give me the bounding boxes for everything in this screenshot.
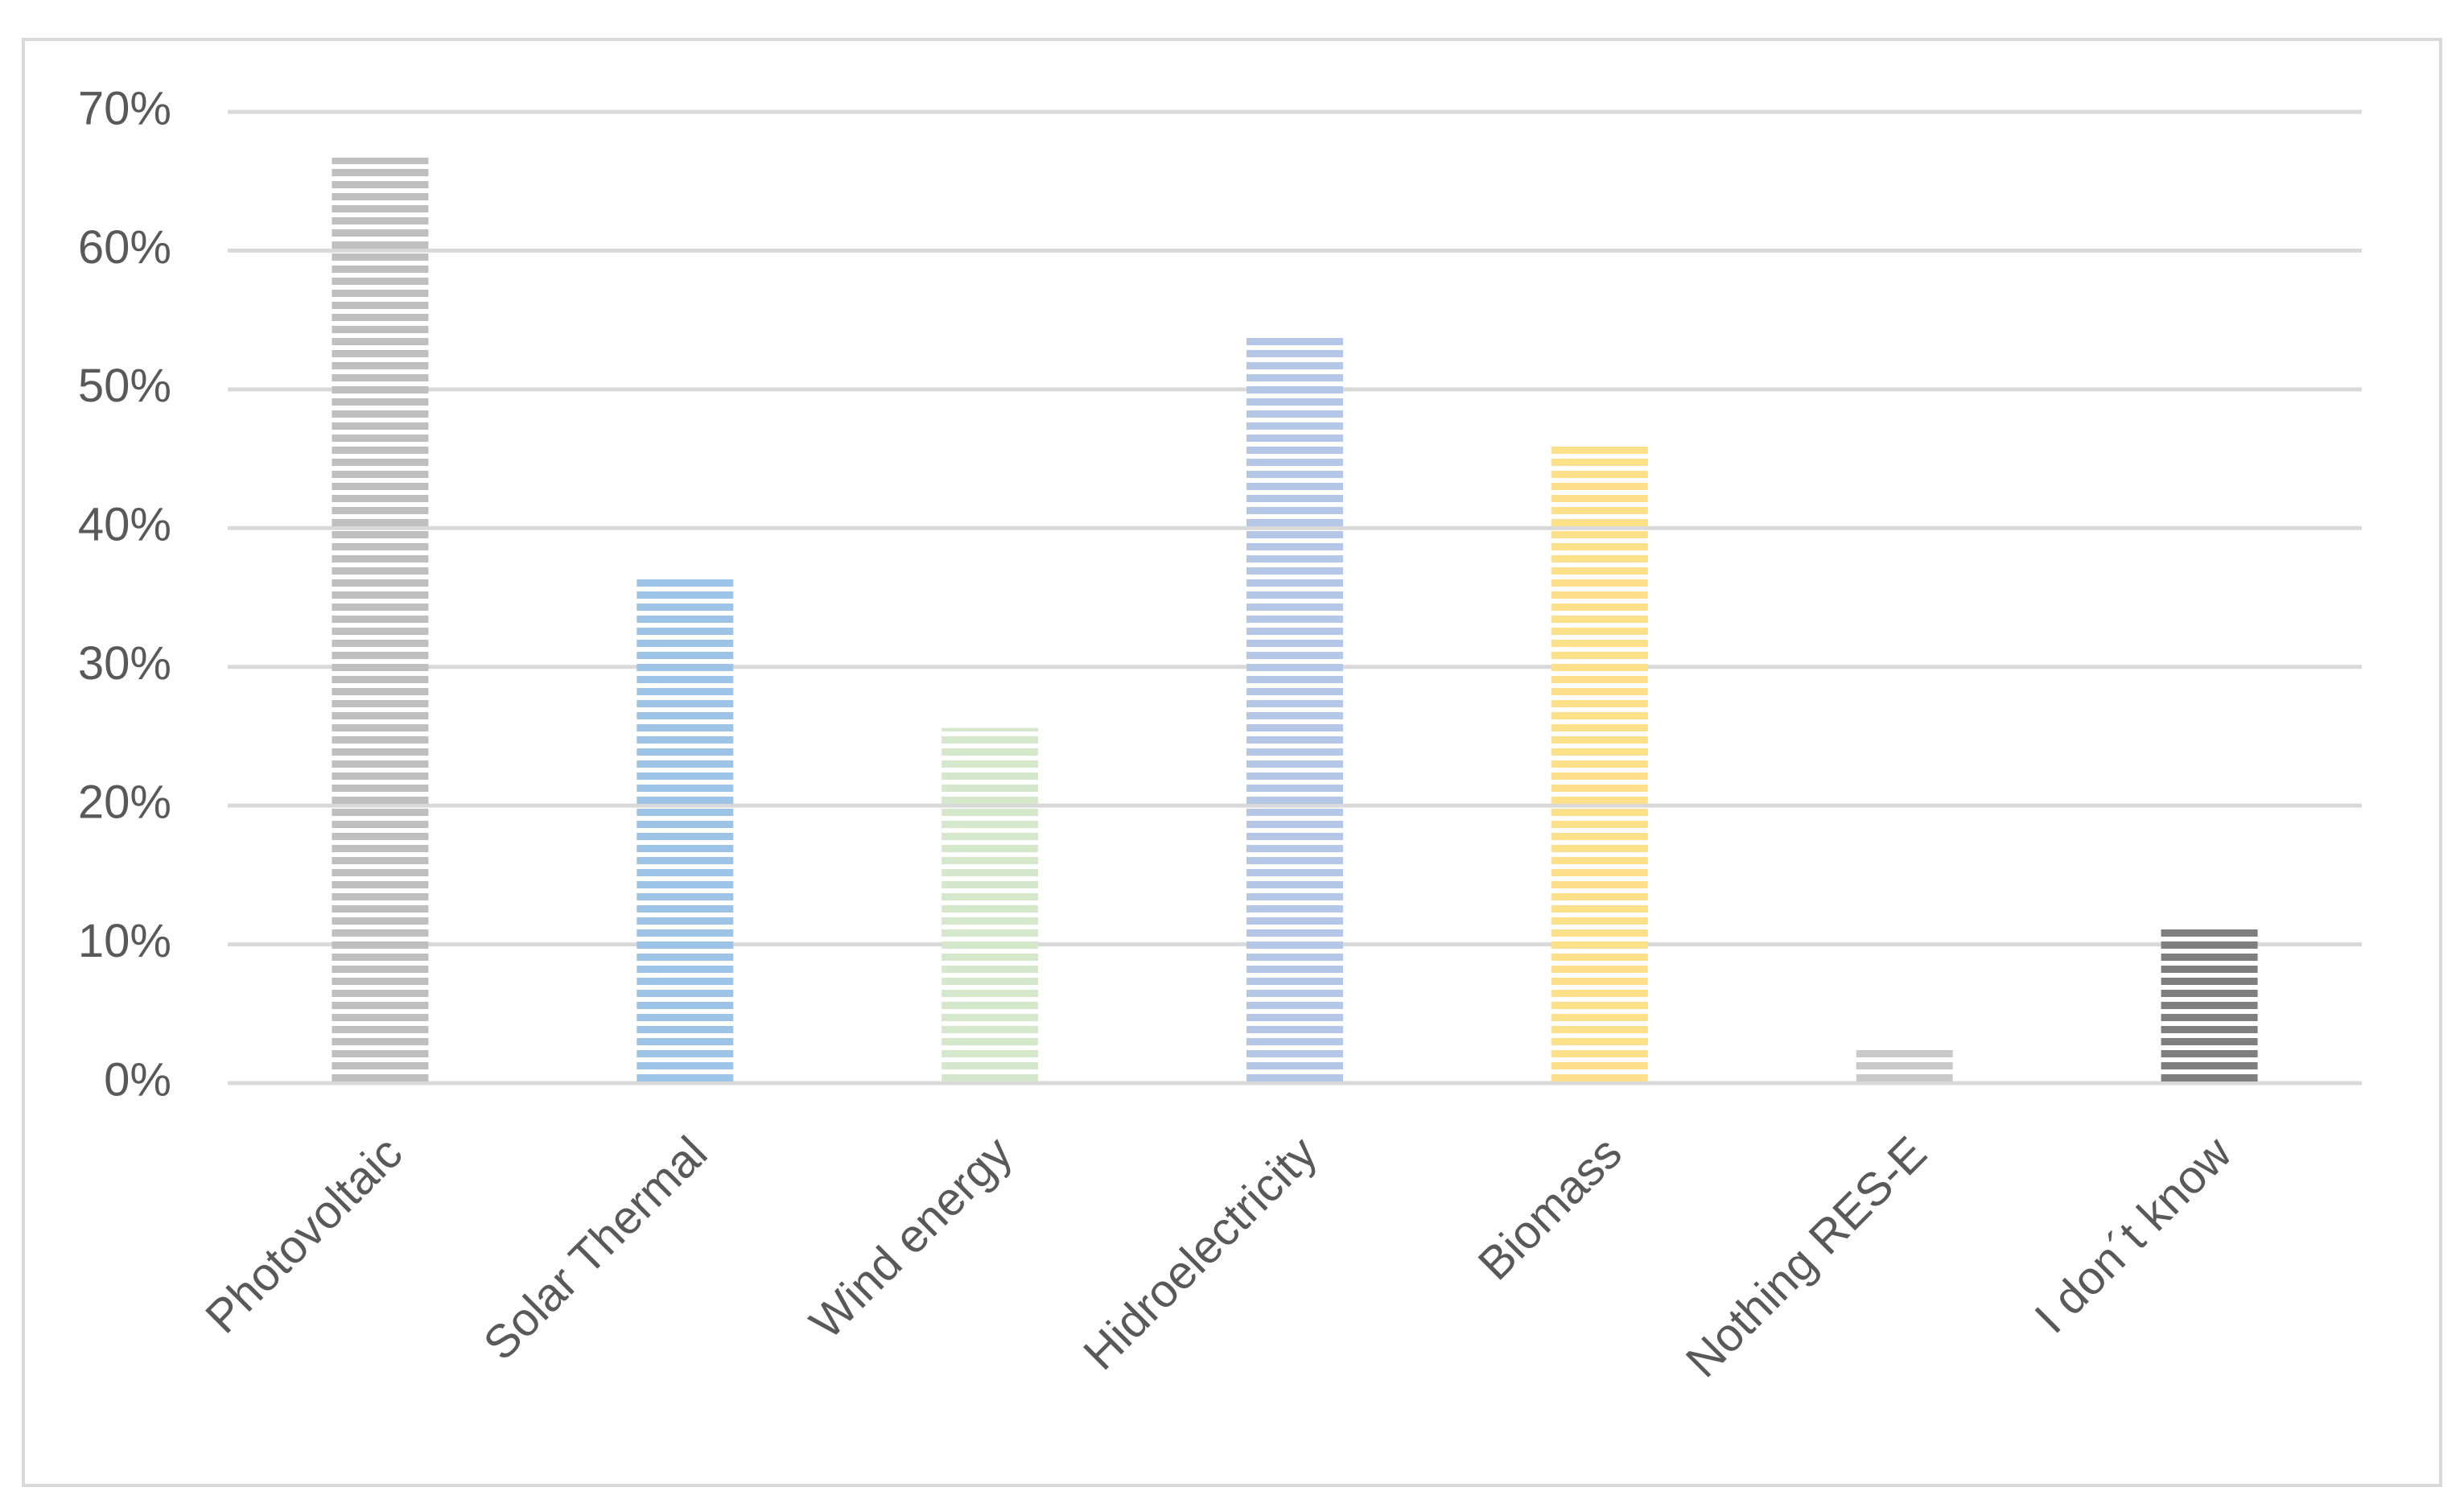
y-tick-label: 0% (104, 1053, 171, 1106)
y-tick-label: 30% (78, 637, 171, 690)
y-tick-label: 20% (78, 776, 171, 828)
bar (637, 575, 734, 1083)
y-tick-label: 50% (78, 360, 171, 412)
bar (1246, 335, 1343, 1083)
y-tick-label: 40% (78, 499, 171, 551)
bar (1551, 443, 1648, 1083)
y-tick-label: 60% (78, 221, 171, 274)
bar (1856, 1048, 1953, 1083)
bar (332, 157, 429, 1084)
bar (2161, 929, 2258, 1083)
y-tick-label: 10% (78, 915, 171, 967)
y-tick-label: 70% (78, 82, 171, 134)
bar (942, 727, 1039, 1083)
